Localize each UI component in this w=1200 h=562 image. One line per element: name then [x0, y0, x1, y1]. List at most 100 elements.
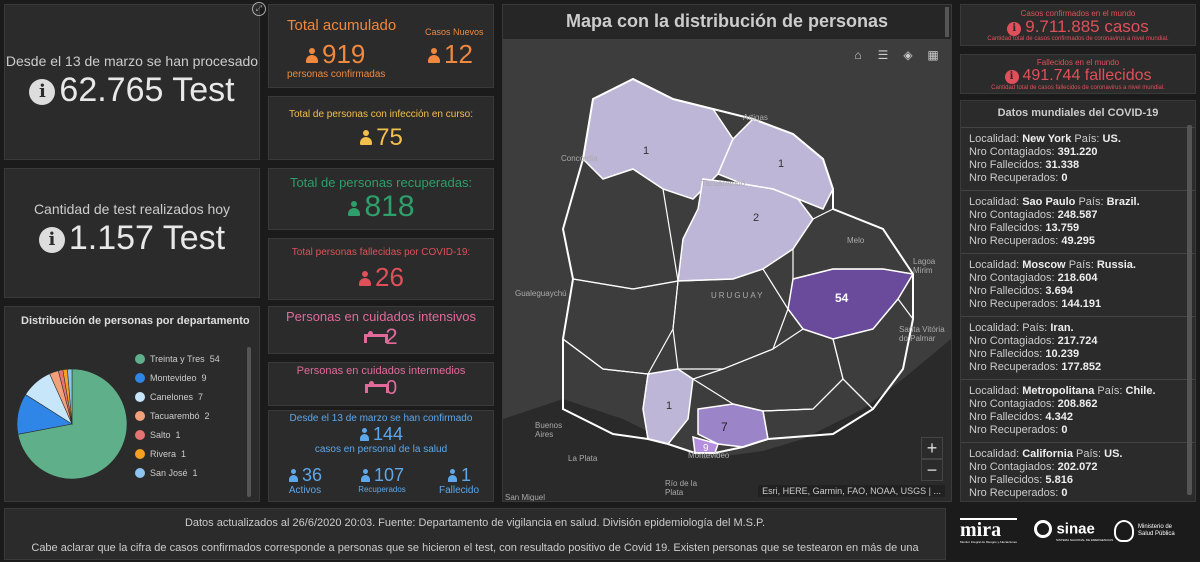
world-item-cont-line: Nro Contagiados: 248.587 — [969, 209, 1195, 222]
legend-dot — [135, 448, 145, 459]
intermediate-card: Personas en cuidados intermedios 0 — [268, 362, 494, 406]
map-title-scrollbar[interactable] — [945, 7, 949, 37]
legend-value: 1 — [192, 467, 198, 478]
recuperados-label: Nro Recuperados: — [969, 424, 1059, 436]
expand-icon[interactable]: ⤢ — [252, 2, 266, 16]
country-value: Chile. — [1125, 385, 1156, 397]
info-icon: i — [29, 79, 56, 105]
mira-logo-sub: Monitor Integral de Riesgos y Afectacion… — [960, 540, 1017, 544]
count-canelones: 7 — [721, 420, 728, 434]
active-title: Total de personas con infección en curso… — [289, 109, 473, 120]
region-canelones[interactable] — [697, 403, 769, 448]
mira-logo: mira Monitor Integral de Riesgos y Afect… — [960, 518, 1017, 544]
legend-dot — [135, 391, 145, 402]
tests-today-number: 1.157 Test — [68, 219, 226, 257]
person-icon — [305, 48, 319, 64]
region-rio-negro[interactable] — [562, 278, 679, 375]
uruguay-map[interactable]: 1 1 2 54 1 7 9 — [503, 39, 951, 501]
world-item-cont-line: Nro Contagiados: 202.072 — [969, 461, 1195, 474]
world-deaths-number: 491.744 fallecidos — [1022, 67, 1152, 84]
location-value: Sao Paulo — [1022, 196, 1076, 208]
legend-scrollbar[interactable] — [247, 347, 251, 497]
region-durazno[interactable] — [672, 268, 789, 370]
world-list[interactable]: Localidad: New York País: US. Nro Contag… — [961, 128, 1195, 501]
icu-title: Personas en cuidados intensivos — [285, 309, 477, 324]
country-outline — [561, 77, 914, 454]
place-lagoa: Lagoa Mirim — [913, 257, 936, 275]
zoom-out-button[interactable]: − — [921, 459, 943, 481]
health-staff-subtitle: casos en personal de la salud — [314, 444, 448, 455]
world-list-item[interactable]: Localidad: Sao Paulo País: Brazil. Nro C… — [961, 191, 1195, 254]
location-label: Localidad: — [969, 259, 1020, 271]
deceased-value: 26 — [269, 262, 493, 293]
recuperados-label: Nro Recuperados: — [969, 235, 1059, 247]
staff-deceased-value: 1 — [431, 465, 487, 485]
new-cases-value: 12 — [427, 39, 473, 70]
country-value: Iran. — [1050, 322, 1074, 334]
country-value: US. — [1102, 133, 1121, 145]
legend-label: Montevideo — [150, 372, 197, 383]
world-list-item[interactable]: Localidad: Metropolitana País: Chile. Nr… — [961, 380, 1195, 443]
recuperados-label: Nro Recuperados: — [969, 298, 1059, 310]
recuperados-label: Nro Recuperados: — [969, 487, 1059, 499]
world-item-cont-line: Nro Contagiados: 391.220 — [969, 146, 1195, 159]
world-list-item[interactable]: Localidad: New York País: US. Nro Contag… — [961, 128, 1195, 191]
layers-icon[interactable]: ◈ — [903, 48, 913, 62]
legend-item[interactable]: Treinta y Tres 54 — [135, 349, 245, 368]
legend-label: Tacuarembó — [150, 410, 200, 421]
world-list-item[interactable]: Localidad: California País: US. Nro Cont… — [961, 443, 1195, 501]
region-tacuarembo[interactable] — [677, 178, 814, 282]
footer-line1: Datos actualizados al 26/6/2020 20:03. F… — [184, 517, 766, 529]
recuperados-value: 177.852 — [1061, 361, 1102, 373]
legend-item[interactable]: Canelones 7 — [135, 387, 245, 406]
tests-total-caption: Desde el 13 de marzo se han procesado — [5, 53, 259, 69]
legend-item[interactable]: Montevideo 9 — [135, 368, 245, 387]
world-deaths-value: i 491.744 fallecidos — [961, 67, 1195, 85]
contagiados-label: Nro Contagiados: — [969, 335, 1055, 347]
legend-item[interactable]: San José 1 — [135, 463, 245, 482]
world-item-dead-line: Nro Fallecidos: 10.239 — [969, 348, 1195, 361]
staff-recovered-group: 107 Recuperados — [349, 465, 415, 494]
legend-item[interactable]: Rivera 1 — [135, 444, 245, 463]
world-list-item[interactable]: Localidad: País: Iran. Nro Contagiados: … — [961, 317, 1195, 380]
region-florida-lavalleja[interactable] — [691, 328, 844, 412]
active-value: 75 — [269, 124, 493, 152]
count-montevideo: 9 — [703, 443, 709, 454]
world-item-rec-line: Nro Recuperados: 0 — [969, 487, 1195, 500]
world-item-location-line: Localidad: Sao Paulo País: Brazil. — [969, 196, 1195, 209]
world-confirmed-subtitle: Cantidad total de casos confirmados de c… — [987, 36, 1169, 42]
legend-list-icon[interactable]: ☰ — [877, 48, 889, 62]
world-confirmed-number: 9.711.885 casos — [1025, 17, 1149, 36]
staff-recovered-number: 107 — [373, 465, 405, 485]
deceased-number: 26 — [375, 262, 404, 292]
legend-item[interactable]: Salto 1 — [135, 425, 245, 444]
country-value: Russia. — [1096, 259, 1136, 271]
sinae-logo: sinae SISTEMA NACIONAL DE EMERGENCIAS — [1034, 520, 1113, 542]
person-icon — [447, 469, 458, 482]
qr-code-icon[interactable]: ▦ — [927, 48, 939, 62]
new-cases-title: Casos Nuevos — [425, 27, 484, 37]
home-icon[interactable]: ⌂ — [854, 48, 862, 62]
location-value: Moscow — [1022, 259, 1066, 271]
country-label: País: — [1068, 259, 1094, 271]
place-rio-plata: Río de la Plata — [665, 479, 698, 497]
legend-dot — [135, 410, 145, 421]
world-list-scrollbar[interactable] — [1187, 125, 1192, 495]
map-view[interactable]: 1 1 2 54 1 7 9 Concordia Artigas Tacuare… — [503, 39, 951, 501]
legend-item[interactable]: Tacuarembó 2 — [135, 406, 245, 425]
dept-distribution-title: Distribución de personas por departament… — [21, 315, 250, 327]
zoom-in-button[interactable]: + — [921, 437, 943, 459]
fallecidos-value: 3.694 — [1045, 285, 1073, 297]
world-item-cont-line: Nro Contagiados: 218.604 — [969, 272, 1195, 285]
country-label: País: — [1074, 133, 1100, 145]
dept-legend: Treinta y Tres 54 Montevideo 9 Canelones 7… — [135, 349, 245, 482]
world-list-item[interactable]: Localidad: Moscow País: Russia. Nro Cont… — [961, 254, 1195, 317]
tests-total-value: i 62.765 Test — [5, 71, 259, 110]
legend-value: 1 — [175, 429, 181, 440]
legend-dot — [135, 467, 145, 478]
world-item-dead-line: Nro Fallecidos: 13.759 — [969, 222, 1195, 235]
pie-slice-0[interactable] — [17, 369, 127, 479]
person-icon — [359, 130, 373, 146]
pie-slice-6[interactable] — [67, 369, 73, 425]
recuperados-value: 144.191 — [1061, 298, 1102, 310]
